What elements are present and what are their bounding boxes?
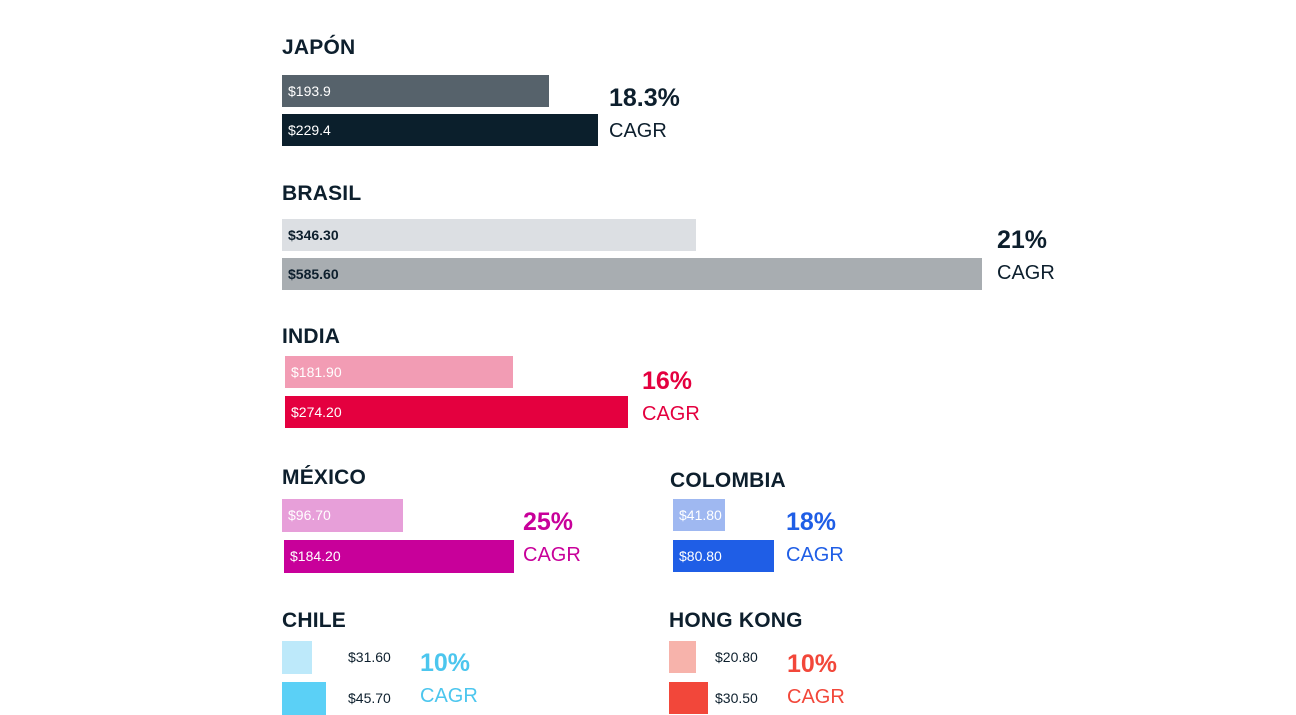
country-title: COLOMBIA [670,469,786,492]
bar-start [282,219,696,251]
bar-start [673,499,725,531]
bar-value-label: $184.20 [290,548,341,564]
bar-end [282,114,598,146]
cagr-label: CAGR [420,685,478,707]
bar-value-label: $193.9 [288,83,331,99]
bar-end [669,682,708,714]
cagr-value: 18.3% [609,84,680,112]
country-title: CHILE [282,609,346,632]
bar-start [282,499,403,532]
country-title: BRASIL [282,182,362,205]
country-title: HONG KONG [669,609,803,632]
bar-value-label: $346.30 [288,227,339,243]
bar-value-label: $30.50 [715,690,758,706]
country-title: INDIA [282,325,341,348]
bar-end [284,540,514,573]
bar-value-label: $20.80 [715,649,758,665]
bar-value-label: $229.4 [288,122,331,138]
bar-value-label: $585.60 [288,266,339,282]
bar-value-label: $274.20 [291,404,342,420]
cagr-value: 10% [787,650,838,678]
cagr-value: 10% [420,649,471,677]
bar-end [282,258,982,290]
bar-start [669,641,696,673]
cagr-label: CAGR [609,120,667,142]
bar-end [282,682,326,715]
bar-value-label: $31.60 [348,649,391,665]
cagr-value: 18% [786,508,837,536]
cagr-value: 16% [642,367,693,395]
cagr-label: CAGR [523,544,581,566]
bar-value-label: $181.90 [291,364,342,380]
cagr-label: CAGR [787,686,845,708]
cagr-value: 21% [997,226,1048,254]
bar-start [282,75,549,107]
country-title: JAPÓN [282,36,356,59]
cagr-label: CAGR [642,403,700,425]
cagr-label: CAGR [786,544,844,566]
bar-value-label: $41.80 [679,507,722,523]
country-title: MÉXICO [282,466,367,489]
bar-value-label: $45.70 [348,690,391,706]
cagr-label: CAGR [997,262,1055,284]
bar-end [673,540,774,572]
bar-value-label: $96.70 [288,507,331,523]
bar-end [285,396,628,428]
bar-value-label: $80.80 [679,548,722,564]
bar-start [285,356,513,388]
cagr-value: 25% [523,508,574,536]
bar-start [282,641,312,674]
